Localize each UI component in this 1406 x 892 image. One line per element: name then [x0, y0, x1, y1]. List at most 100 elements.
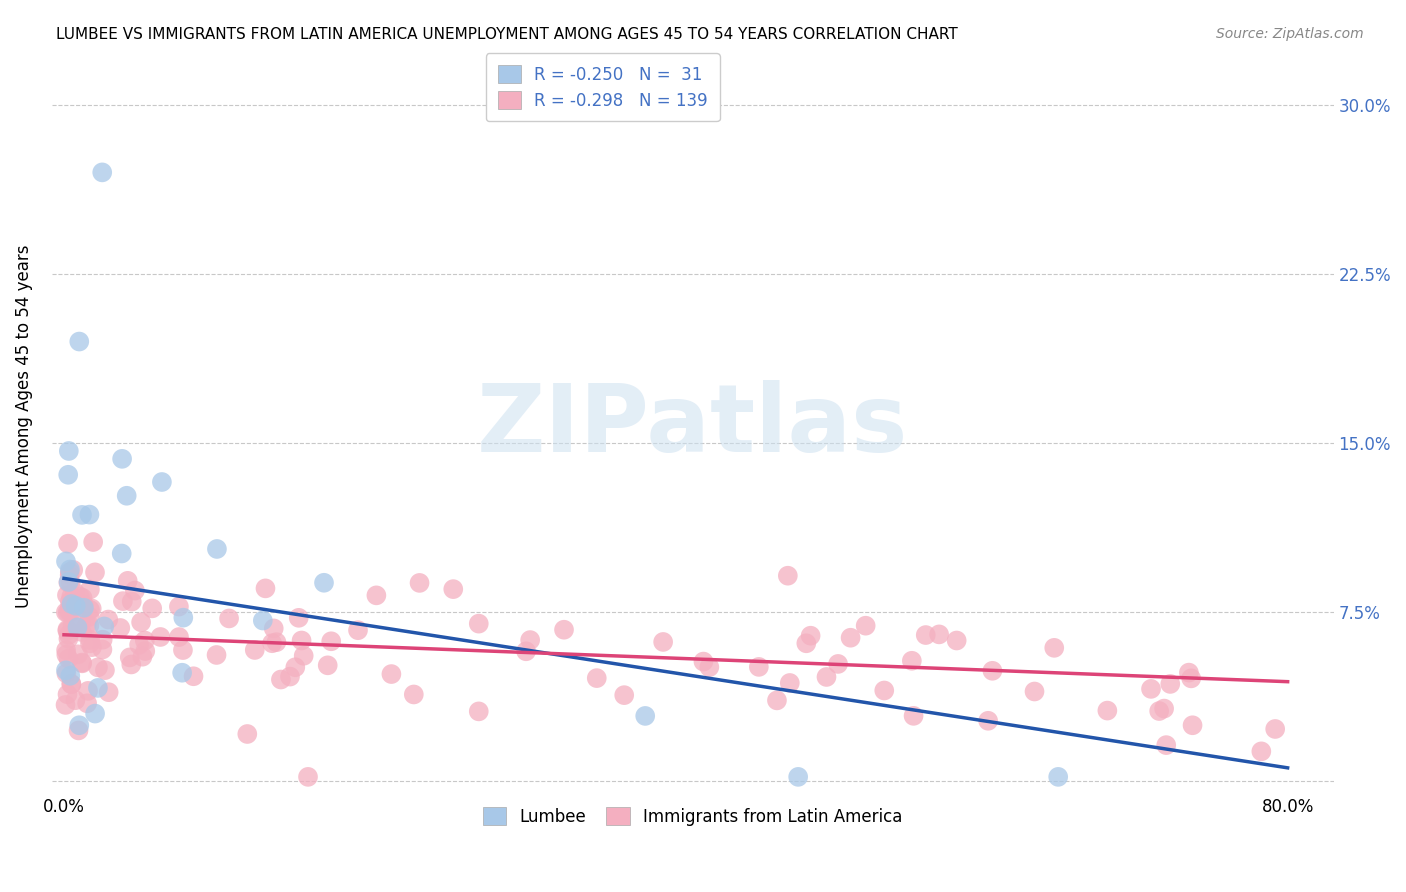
Point — [93, 619, 115, 633]
Point — [84, 566, 107, 580]
Point — [1264, 722, 1286, 736]
Point — [468, 616, 491, 631]
Point — [243, 643, 266, 657]
Point — [84, 706, 107, 721]
Point — [56, 623, 79, 637]
Point — [205, 541, 228, 556]
Point — [1097, 704, 1119, 718]
Point — [62, 563, 84, 577]
Point — [91, 165, 114, 179]
Point — [1140, 681, 1163, 696]
Point — [66, 648, 89, 662]
Point — [58, 632, 80, 646]
Point — [1181, 718, 1204, 732]
Point — [585, 671, 607, 685]
Point — [97, 613, 120, 627]
Point — [79, 618, 101, 632]
Point — [55, 643, 77, 657]
Point — [72, 591, 94, 605]
Point — [254, 582, 277, 596]
Point — [914, 628, 936, 642]
Point — [55, 666, 77, 681]
Point — [70, 508, 93, 522]
Point — [1159, 677, 1181, 691]
Point — [928, 627, 950, 641]
Point — [205, 648, 228, 662]
Point — [408, 575, 430, 590]
Point — [873, 683, 896, 698]
Point — [366, 588, 388, 602]
Point — [111, 451, 134, 466]
Point — [121, 594, 143, 608]
Point — [120, 657, 142, 672]
Point — [55, 605, 77, 619]
Point — [67, 718, 90, 732]
Point — [634, 709, 657, 723]
Point — [794, 636, 817, 650]
Point — [87, 681, 110, 695]
Point — [172, 643, 194, 657]
Point — [1147, 704, 1170, 718]
Point — [167, 599, 190, 614]
Point — [515, 644, 537, 658]
Point — [441, 582, 464, 596]
Point — [94, 663, 117, 677]
Point — [263, 621, 285, 635]
Text: ZIPatlas: ZIPatlas — [477, 380, 908, 472]
Point — [77, 684, 100, 698]
Point — [79, 632, 101, 647]
Point — [779, 676, 801, 690]
Point — [66, 620, 89, 634]
Point — [59, 568, 82, 582]
Point — [111, 594, 134, 608]
Point — [58, 605, 80, 619]
Point — [800, 629, 823, 643]
Point — [977, 714, 1000, 728]
Point — [118, 650, 141, 665]
Point — [380, 667, 402, 681]
Point — [58, 628, 80, 642]
Point — [172, 665, 194, 680]
Point — [67, 334, 90, 349]
Point — [82, 535, 104, 549]
Point — [60, 590, 83, 604]
Point — [652, 635, 675, 649]
Point — [67, 723, 90, 738]
Point — [1154, 738, 1177, 752]
Point — [60, 677, 83, 691]
Point — [76, 617, 98, 632]
Point — [290, 633, 312, 648]
Point — [56, 624, 79, 638]
Point — [58, 467, 80, 482]
Point — [218, 611, 240, 625]
Point — [59, 669, 82, 683]
Point — [55, 648, 77, 662]
Point — [56, 588, 79, 602]
Point — [60, 597, 83, 611]
Point — [70, 656, 93, 670]
Point — [55, 698, 77, 712]
Point — [266, 635, 288, 649]
Point — [1047, 770, 1070, 784]
Point — [748, 660, 770, 674]
Point — [1153, 701, 1175, 715]
Text: Source: ZipAtlas.com: Source: ZipAtlas.com — [1216, 27, 1364, 41]
Point — [901, 654, 924, 668]
Point — [55, 663, 77, 677]
Point — [150, 475, 173, 489]
Point — [97, 685, 120, 699]
Point — [815, 670, 838, 684]
Point — [79, 636, 101, 650]
Point — [115, 489, 138, 503]
Point — [141, 601, 163, 615]
Point — [149, 630, 172, 644]
Point — [981, 664, 1004, 678]
Point — [59, 595, 82, 609]
Text: LUMBEE VS IMMIGRANTS FROM LATIN AMERICA UNEMPLOYMENT AMONG AGES 45 TO 54 YEARS C: LUMBEE VS IMMIGRANTS FROM LATIN AMERICA … — [56, 27, 957, 42]
Point — [236, 727, 259, 741]
Point — [839, 631, 862, 645]
Point — [699, 660, 721, 674]
Point — [110, 621, 132, 635]
Point — [128, 638, 150, 652]
Point — [553, 623, 575, 637]
